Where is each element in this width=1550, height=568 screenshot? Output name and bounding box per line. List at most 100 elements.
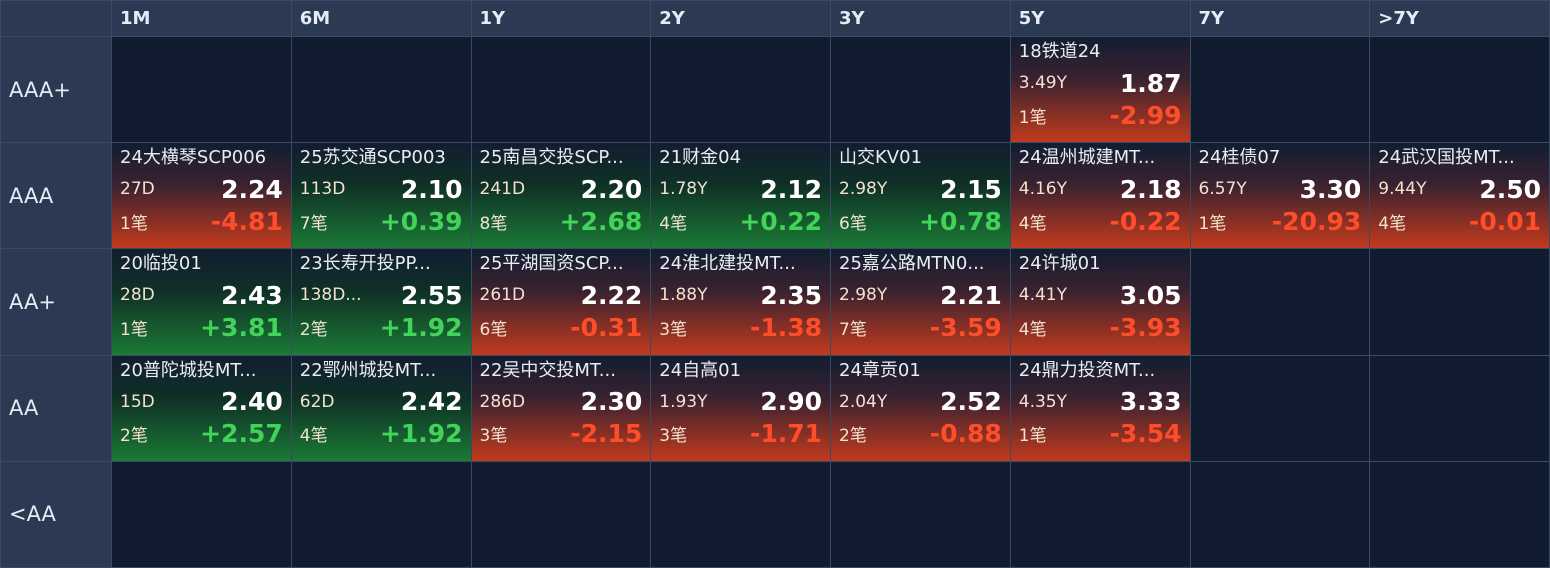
trade-count: 7笔 <box>299 213 328 234</box>
bond-cell[interactable]: 25南昌交投SCP... 241D 2.20 8笔 +2.68 <box>471 143 651 249</box>
bond-yield: 2.50 <box>1479 174 1541 204</box>
bond-cell[interactable]: 24温州城建MT... 4.16Y 2.18 4笔 -0.22 <box>1010 143 1190 249</box>
column-header-tenor[interactable]: 6M <box>291 1 471 36</box>
trade-count: 4笔 <box>659 213 688 234</box>
bond-cell[interactable]: 25平湖国资SCP... 261D 2.22 6笔 -0.31 <box>471 249 651 355</box>
trade-count: 2笔 <box>299 319 328 340</box>
bond-card: 23长寿开投PP... 138D... 2.55 2笔 +1.92 <box>292 249 471 354</box>
bond-cell[interactable]: 24自高01 1.93Y 2.90 3笔 -1.71 <box>651 355 830 461</box>
row-header-rating[interactable]: AAA <box>1 143 111 249</box>
bond-yield: 2.90 <box>760 387 822 417</box>
bond-cell[interactable]: 24许城01 4.41Y 3.05 4笔 -3.93 <box>1010 249 1190 355</box>
bp-change: -4.81 <box>210 206 283 236</box>
bond-card: 25苏交通SCP003 113D 2.10 7笔 +0.39 <box>292 143 471 248</box>
bond-name: 24章贡01 <box>839 359 921 381</box>
bond-term: 113D <box>299 179 346 200</box>
empty-cell <box>471 37 651 143</box>
bond-term: 4.16Y <box>1018 179 1067 200</box>
bond-change-row: 1笔 +3.81 <box>120 311 283 343</box>
bp-change: +1.92 <box>379 419 463 449</box>
empty-cell <box>291 461 471 567</box>
bond-card: 山交KV01 2.98Y 2.15 6笔 +0.78 <box>831 143 1010 248</box>
bond-yield-row: 27D 2.24 <box>120 173 283 205</box>
empty-cell <box>831 461 1010 567</box>
bond-yield: 2.30 <box>580 387 643 417</box>
bond-cell[interactable]: 22鄂州城投MT... 62D 2.42 4笔 +1.92 <box>291 355 471 461</box>
empty-cell <box>112 37 291 143</box>
column-header-tenor[interactable]: 2Y <box>651 1 830 36</box>
trade-count: 7笔 <box>839 319 867 340</box>
row-header-rating[interactable]: AAA+ <box>1 37 111 143</box>
bond-yield-row: 2.04Y 2.52 <box>839 386 1002 418</box>
bond-cell[interactable]: 25嘉公路MTN0... 2.98Y 2.21 7笔 -3.59 <box>831 249 1010 355</box>
bond-change-row: 1笔 -3.54 <box>1019 418 1182 450</box>
bp-change: -0.22 <box>1109 206 1182 236</box>
bond-cell[interactable]: 24章贡01 2.04Y 2.52 2笔 -0.88 <box>831 355 1010 461</box>
bond-name: 24鼎力投资MT... <box>1018 359 1156 381</box>
trade-count: 2笔 <box>839 426 867 447</box>
bond-term: 27D <box>120 179 155 200</box>
bond-term: 9.44Y <box>1378 179 1427 200</box>
bond-cell[interactable]: 20临投01 28D 2.43 1笔 +3.81 <box>112 249 291 355</box>
bond-name: 24大横琴SCP006 <box>120 147 267 169</box>
bond-card: 24鼎力投资MT... 4.35Y 3.33 1笔 -3.54 <box>1011 356 1190 461</box>
bond-name: 20临投01 <box>120 253 202 275</box>
row-header-rating[interactable]: <AA <box>1 461 111 567</box>
bond-yield: 2.55 <box>400 280 463 310</box>
trade-count: 1笔 <box>1198 213 1227 234</box>
bond-card: 24桂债07 6.57Y 3.30 1笔 -20.93 <box>1191 143 1370 248</box>
bond-cell[interactable]: 18铁道24 3.49Y 1.87 1笔 -2.99 <box>1010 37 1190 143</box>
bond-change-row: 4笔 +0.22 <box>659 205 822 237</box>
bond-card: 18铁道24 3.49Y 1.87 1笔 -2.99 <box>1011 37 1190 142</box>
column-header-tenor[interactable]: 7Y <box>1190 1 1370 36</box>
bond-card: 25南昌交投SCP... 241D 2.20 8笔 +2.68 <box>472 143 651 248</box>
bond-cell[interactable]: 24大横琴SCP006 27D 2.24 1笔 -4.81 <box>112 143 291 249</box>
empty-cell <box>291 37 471 143</box>
empty-cell <box>1370 249 1549 355</box>
bond-cell[interactable]: 25苏交通SCP003 113D 2.10 7笔 +0.39 <box>291 143 471 249</box>
bond-change-row: 1笔 -4.81 <box>120 205 283 237</box>
bond-term: 6.57Y <box>1198 179 1247 200</box>
bond-yield-row: 9.44Y 2.50 <box>1378 173 1541 205</box>
column-header-tenor[interactable]: 5Y <box>1010 1 1190 36</box>
bond-name: 24自高01 <box>659 359 742 381</box>
trade-count: 4笔 <box>1378 213 1407 234</box>
bond-yield: 2.40 <box>221 387 283 417</box>
bond-card: 20临投01 28D 2.43 1笔 +3.81 <box>112 249 291 354</box>
column-header-tenor[interactable]: 1Y <box>471 1 651 36</box>
column-header-tenor[interactable]: 3Y <box>831 1 1010 36</box>
trade-count: 3笔 <box>659 319 688 340</box>
column-header-tenor[interactable]: 1M <box>112 1 291 36</box>
bond-change-row: 1笔 -2.99 <box>1019 99 1182 131</box>
row-header-rating[interactable]: AA <box>1 355 111 461</box>
bond-yield: 2.43 <box>221 280 283 310</box>
bond-cell[interactable]: 山交KV01 2.98Y 2.15 6笔 +0.78 <box>831 143 1010 249</box>
trade-count: 3笔 <box>659 426 688 447</box>
bond-cell[interactable]: 22吴中交投MT... 286D 2.30 3笔 -2.15 <box>471 355 651 461</box>
bond-cell[interactable]: 23长寿开投PP... 138D... 2.55 2笔 +1.92 <box>291 249 471 355</box>
bond-name: 24温州城建MT... <box>1018 147 1156 169</box>
bp-change: +2.68 <box>559 206 643 236</box>
bond-cell[interactable]: 24淮北建投MT... 1.88Y 2.35 3笔 -1.38 <box>651 249 830 355</box>
empty-cell <box>471 461 651 567</box>
bond-name: 21财金04 <box>659 147 742 169</box>
bond-change-row: 3笔 -1.38 <box>659 311 822 343</box>
bp-change: -2.15 <box>570 419 643 449</box>
trade-count: 4笔 <box>1018 319 1047 340</box>
bond-yield-row: 1.88Y 2.35 <box>659 279 822 311</box>
bond-cell[interactable]: 24桂债07 6.57Y 3.30 1笔 -20.93 <box>1190 143 1370 249</box>
bond-cell[interactable]: 21财金04 1.78Y 2.12 4笔 +0.22 <box>651 143 830 249</box>
bond-cell[interactable]: 24武汉国投MT... 9.44Y 2.50 4笔 -0.01 <box>1370 143 1549 249</box>
bond-yield: 3.05 <box>1119 280 1182 310</box>
bond-cell[interactable]: 24鼎力投资MT... 4.35Y 3.33 1笔 -3.54 <box>1010 355 1190 461</box>
bond-card: 21财金04 1.78Y 2.12 4笔 +0.22 <box>651 143 830 248</box>
bond-cell[interactable]: 20普陀城投MT... 15D 2.40 2笔 +2.57 <box>112 355 291 461</box>
bp-change: +1.92 <box>379 312 463 342</box>
bond-yield: 2.22 <box>580 280 643 310</box>
bp-change: +0.78 <box>919 206 1002 236</box>
row-header-rating[interactable]: AA+ <box>1 249 111 355</box>
bond-yield-row: 113D 2.10 <box>300 173 463 205</box>
bp-change: -1.38 <box>749 312 822 342</box>
column-header-tenor[interactable]: >7Y <box>1370 1 1549 36</box>
bond-name: 24武汉国投MT... <box>1378 147 1515 169</box>
